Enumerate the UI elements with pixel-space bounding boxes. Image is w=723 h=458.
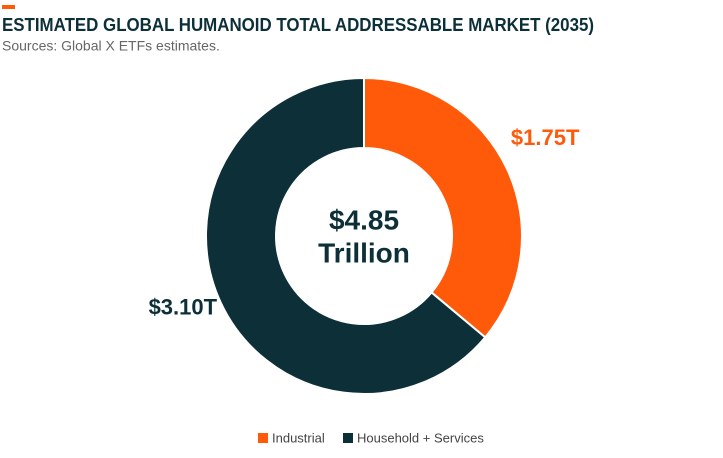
- donut-slice: [205, 76, 487, 395]
- center-label: Trillion: [318, 237, 410, 268]
- legend-swatch: [343, 433, 353, 443]
- accent-bar: [2, 5, 15, 9]
- legend-label: Household + Services: [357, 430, 484, 445]
- value-label: $1.75T: [511, 125, 580, 150]
- legend-swatch: [258, 433, 268, 443]
- legend-label: Industrial: [272, 430, 325, 445]
- value-label: $3.10T: [149, 294, 218, 319]
- center-label: $4.85: [329, 204, 399, 235]
- donut-slice: [363, 76, 523, 339]
- chart-subtitle: Sources: Global X ETFs estimates.: [2, 38, 220, 54]
- chart-title: ESTIMATED GLOBAL HUMANOID TOTAL ADDRESSA…: [2, 15, 594, 35]
